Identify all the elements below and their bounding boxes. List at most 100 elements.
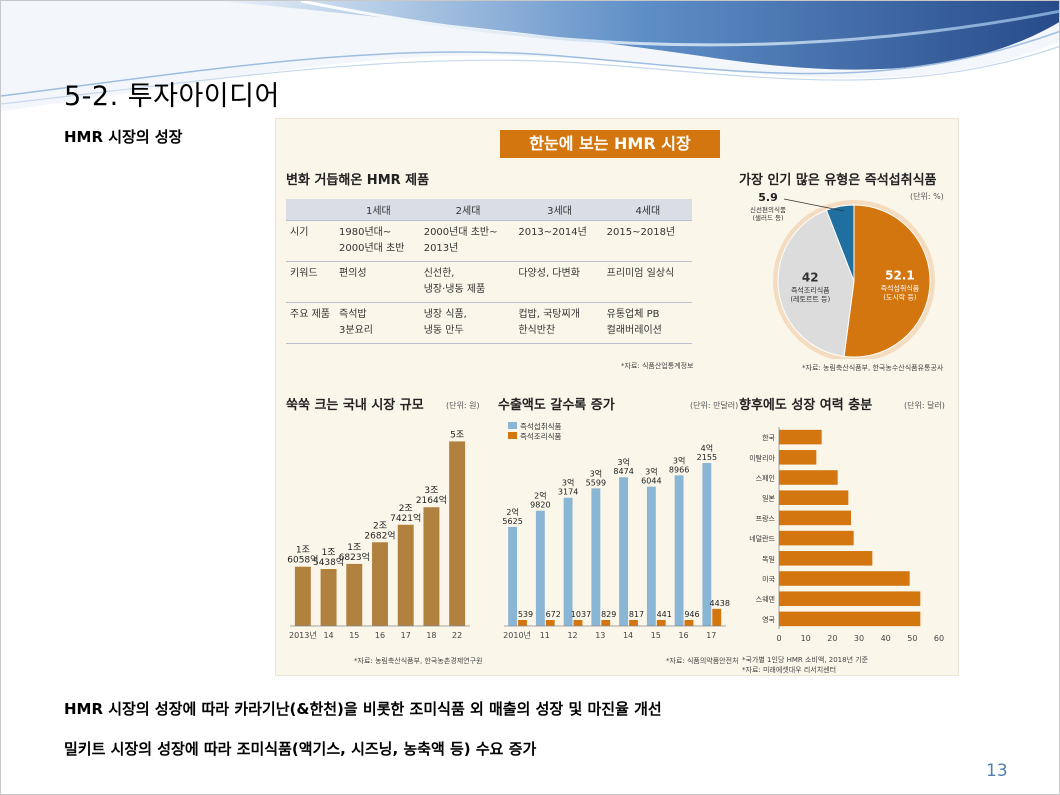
domestic-bar	[294, 566, 311, 626]
domestic-source: *자료: 농림축산식품부, 한국농촌경제연구원	[354, 657, 483, 665]
export-bar-label: 4억	[701, 443, 713, 453]
future-x-tick: 20	[827, 634, 837, 643]
future-y-label: 스페인	[756, 474, 775, 483]
export-bar-label: 3174	[558, 488, 578, 497]
export-bar-label: 2155	[697, 453, 717, 462]
table-cell: 냉장 식품, 냉동 만두	[420, 302, 516, 344]
table-header-cell: 3세대	[515, 199, 604, 221]
domestic-x-tick: 18	[426, 631, 436, 640]
export-bar-label: 817	[629, 610, 644, 619]
export-x-tick: 12	[567, 631, 577, 640]
pie-slice	[825, 204, 855, 282]
table-cell: 1980년대~ 2000년대 초반	[336, 220, 421, 262]
future-y-label: 일본	[762, 494, 775, 503]
pie-slice	[843, 204, 931, 358]
domestic-bar	[372, 542, 388, 626]
table-row: 키워드 편의성 신선한, 냉장·냉동 제품 다양성, 다변화 프리미엄 일상식	[286, 261, 692, 303]
table-cell: 컵밥, 국탕찌개 한식반찬	[515, 302, 604, 344]
domestic-bar	[449, 441, 466, 626]
slide-subtitle: HMR 시장의 성장	[64, 128, 183, 146]
export-bar-label: 1037	[571, 610, 591, 619]
export-bar-label: 9820	[530, 501, 550, 510]
pie-label-name: 즉석조리식품	[791, 286, 830, 295]
export-bar-label: 2억	[506, 507, 518, 517]
export-bar	[629, 620, 638, 626]
future-bar	[779, 591, 921, 606]
export-bar	[508, 526, 518, 626]
pie-section-title: 가장 인기 많은 유형은 즉석섭취식품	[739, 173, 937, 188]
table-row-label: 키워드	[286, 261, 336, 303]
domestic-bar-label: 6058억	[287, 554, 318, 566]
domestic-bar-label: 1조	[347, 543, 361, 553]
domestic-x-tick: 14	[323, 631, 333, 640]
pie-label-value: 5.9	[758, 191, 778, 204]
future-x-tick: 10	[801, 634, 811, 643]
table-cell: 편의성	[336, 261, 421, 303]
export-bar	[535, 510, 545, 626]
export-bar	[601, 620, 611, 626]
future-unit: (단위: 달러)	[904, 401, 945, 410]
table-cell: 2000년대 초반~ 2013년	[420, 220, 516, 262]
export-bar-label: 3억	[590, 468, 602, 478]
future-y-label: 프랑스	[756, 515, 776, 523]
domestic-section-title: 쑥쑥 크는 국내 시장 규모	[286, 398, 424, 413]
domestic-market-chart: 1조6058억2013년1조5438억141조6823억152조2682억162…	[287, 430, 470, 640]
domestic-bar	[397, 524, 414, 626]
export-x-tick: 11	[540, 631, 550, 640]
slide-title: 5-2. 투자아이디어	[64, 81, 280, 112]
domestic-bar-label: 5438억	[313, 556, 344, 568]
future-y-label: 스웨덴	[756, 595, 775, 604]
pie-unit: (단위: %)	[910, 192, 944, 201]
pie-source: *자료: 농림축산식품부, 한국농수산식품유통공사	[802, 364, 944, 372]
table-cell: 신선한, 냉장·냉동 제품	[420, 261, 516, 303]
domestic-bar	[423, 507, 440, 626]
domestic-x-tick: 22	[452, 631, 462, 640]
export-bar	[702, 463, 712, 626]
future-x-tick: 30	[854, 634, 864, 643]
export-section-title: 수출액도 갈수록 증가	[498, 398, 615, 413]
pie-label-sub: (도시락 등)	[883, 294, 917, 302]
export-bar-label: 539	[518, 610, 533, 619]
export-x-tick: 14	[623, 631, 633, 640]
domestic-x-tick: 15	[349, 631, 359, 640]
export-bar	[518, 620, 527, 626]
domestic-bar-label: 2682억	[364, 529, 395, 541]
domestic-bar-label: 3조	[424, 486, 438, 496]
pie-callout-line	[783, 198, 845, 212]
future-bar	[779, 571, 910, 586]
export-bar-label: 8474	[613, 467, 633, 476]
infographic-title: 한눈에 보는 HMR 시장	[500, 130, 720, 158]
table-row: 시기 1980년대~ 2000년대 초반 2000년대 초반~ 2013년 2013~20…	[286, 220, 692, 262]
table-header-cell: 4세대	[603, 199, 692, 221]
export-x-tick: 17	[706, 631, 716, 640]
domestic-bar-label: 5조	[450, 430, 464, 440]
table-row-label: 시기	[286, 220, 336, 262]
future-x-tick: 60	[934, 634, 944, 643]
domestic-x-tick: 2013년	[289, 630, 317, 640]
table-row: 주요 제품 즉석밥 3분요리 냉장 식품, 냉동 만두 컵밥, 국탕찌개 한식반찬 유통업체 …	[286, 302, 692, 344]
pie-label-value: 52.1	[885, 269, 915, 283]
table-header-cell: 2세대	[420, 199, 516, 221]
export-bar	[646, 486, 656, 626]
domestic-x-tick: 16	[375, 631, 385, 640]
table-section-title: 변화 거듭해온 HMR 제품	[286, 173, 430, 188]
table-cell: 2015~2018년	[603, 220, 692, 262]
hmr-infographic: 한눈에 보는 HMR 시장 변화 거듭해온 HMR 제품 1세대 2세대 3세대 4세…	[275, 118, 959, 676]
future-y-label: 네덜란드	[749, 534, 775, 543]
future-bar	[779, 510, 851, 526]
table-header-cell: 1세대	[336, 199, 421, 221]
domestic-bar	[346, 563, 363, 626]
table-source: *자료: 식품산업통계정보	[621, 362, 694, 370]
header-wave-decoration	[1, 1, 1059, 111]
export-bar-label: 2억	[534, 491, 546, 501]
table-cell: 다양성, 다변화	[515, 261, 604, 303]
pie-label-name: 신선편의식품	[750, 205, 786, 214]
export-bar-label: 3억	[645, 467, 657, 477]
export-bar-label: 6044	[641, 477, 661, 486]
future-bar	[779, 551, 873, 566]
bullet-point-2: 밀키트 시장의 성장에 따라 조미식품(액기스, 시즈닝, 농축액 등) 수요 …	[64, 740, 537, 758]
domestic-bar-label: 1조	[322, 548, 336, 558]
table-cell: 유통업체 PB 컬래버레이션	[603, 302, 692, 344]
future-y-label: 한국	[762, 434, 775, 442]
